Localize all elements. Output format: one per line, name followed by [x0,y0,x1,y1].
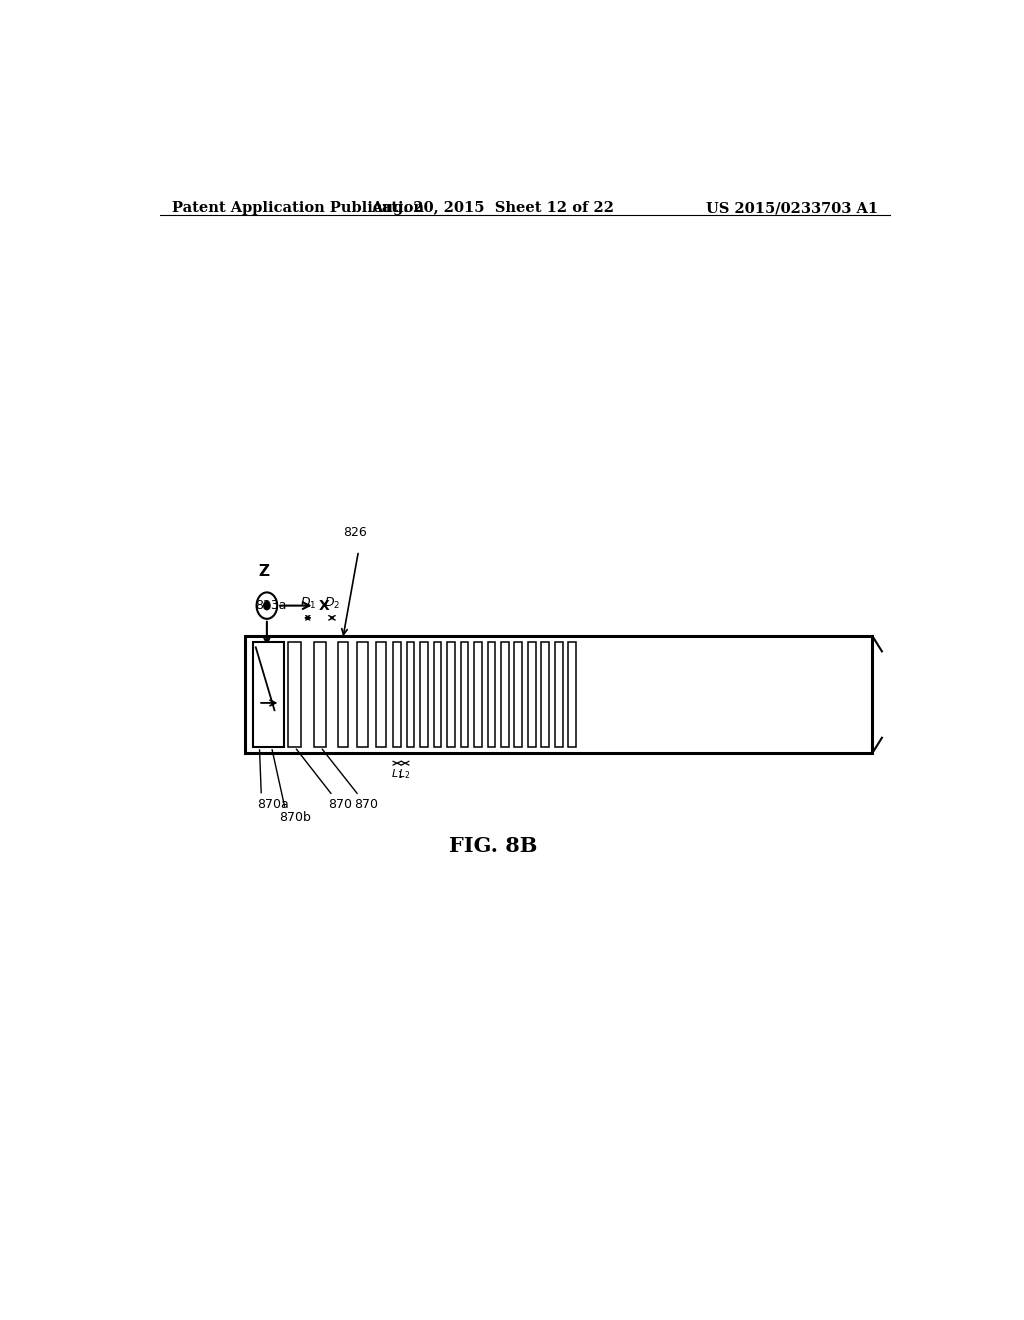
Bar [542,643,550,747]
Bar [253,643,284,747]
Bar [461,643,468,747]
Text: Patent Application Publication: Patent Application Publication [172,201,424,215]
Text: X: X [318,598,329,612]
Text: Aug. 20, 2015  Sheet 12 of 22: Aug. 20, 2015 Sheet 12 of 22 [372,201,614,215]
Bar [420,643,428,747]
Text: 826: 826 [343,525,367,539]
Bar [474,643,482,747]
Text: 870b: 870b [279,810,310,824]
Circle shape [264,602,270,610]
Text: $D_1$: $D_1$ [300,595,316,611]
Text: 870: 870 [354,797,378,810]
Bar [289,643,301,747]
Bar [447,643,455,747]
Bar [501,643,509,747]
Text: 870a: 870a [257,797,289,810]
Bar [568,643,577,747]
Text: Z: Z [258,564,269,579]
Text: Y: Y [252,653,262,668]
Text: 823a: 823a [255,599,287,611]
Text: US 2015/0233703 A1: US 2015/0233703 A1 [706,201,878,215]
Bar [338,643,348,747]
Bar [407,643,415,747]
Text: 870: 870 [328,797,352,810]
Bar [246,636,872,752]
Bar [433,643,441,747]
Bar [314,643,327,747]
Bar [393,643,401,747]
Bar [376,643,386,747]
Bar [528,643,536,747]
Bar [487,643,496,747]
Bar [555,643,563,747]
Text: $L_2$: $L_2$ [397,767,410,781]
Text: FIG. 8B: FIG. 8B [449,837,538,857]
Bar [514,643,522,747]
Bar [357,643,368,747]
Text: $D_2$: $D_2$ [324,595,340,611]
Text: $L_1$: $L_1$ [391,767,403,781]
